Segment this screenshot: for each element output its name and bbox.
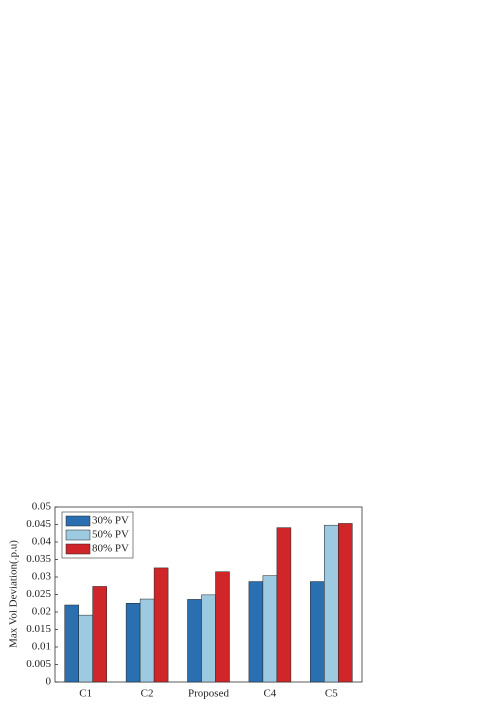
legend-swatch <box>65 529 91 541</box>
legend-label: 30% PV <box>92 515 129 527</box>
x-tick-label: Proposed <box>188 688 229 700</box>
bar <box>215 571 230 683</box>
bar <box>153 567 169 683</box>
bar <box>125 603 141 683</box>
bar <box>92 586 107 683</box>
bar <box>310 581 325 683</box>
bar <box>139 598 155 683</box>
bar <box>187 599 202 683</box>
x-tick-label: C1 <box>79 688 92 700</box>
y-tick-label: 0.045 <box>26 518 51 530</box>
legend-label: 50% PV <box>92 529 129 541</box>
legend-label: 80% PV <box>92 543 129 555</box>
y-axis-label: Max Vol Deviation(.p.u) <box>8 540 20 648</box>
legend-swatch <box>65 543 91 555</box>
y-tick-label: 0.01 <box>32 641 51 653</box>
bar <box>324 524 339 683</box>
x-tick-label: C5 <box>325 688 338 700</box>
bar <box>248 581 264 683</box>
bar <box>201 594 216 683</box>
bar <box>262 575 278 683</box>
bar <box>78 614 93 683</box>
x-tick-label: C4 <box>263 688 276 700</box>
bar <box>338 523 353 683</box>
x-tick-label: C2 <box>141 688 154 700</box>
y-tick-label: 0.035 <box>26 553 51 565</box>
y-tick-label: 0.03 <box>32 571 52 583</box>
y-tick-label: 0.005 <box>26 658 51 670</box>
y-tick-label: 0 <box>46 676 52 688</box>
y-tick-label: 0.04 <box>32 536 52 548</box>
y-tick-label: 0.02 <box>32 606 51 618</box>
legend-swatch <box>65 515 91 527</box>
y-tick-label: 0.05 <box>32 501 52 513</box>
bar <box>64 604 79 683</box>
y-tick-label: 0.025 <box>26 588 51 600</box>
bar <box>276 527 292 683</box>
y-tick-label: 0.015 <box>26 623 51 635</box>
